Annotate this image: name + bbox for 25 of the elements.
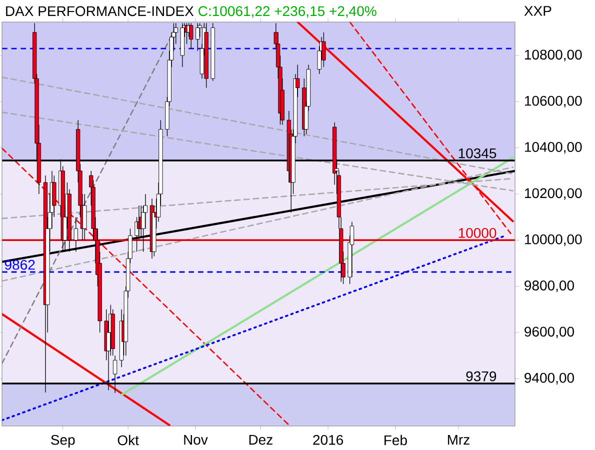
ref-line-label: 10000 — [458, 228, 496, 238]
y-tick-label: 10800,00 — [525, 50, 582, 62]
y-axis-title: XXP — [524, 6, 552, 16]
candlestick — [74, 216, 78, 252]
x-tick-label: 2016 — [313, 434, 344, 445]
chart-title: DAX PERFORMANCE-INDEX — [6, 6, 194, 16]
x-tick-label: Dez — [249, 434, 272, 445]
y-tick-label: 10200,00 — [525, 188, 582, 200]
candlestick — [189, 22, 194, 49]
x-tick-label: Okt — [118, 434, 139, 446]
x-tick-label: Nov — [184, 434, 208, 445]
y-tick-label: 9600,00 — [524, 326, 574, 338]
y-tick-label: 10000,00 — [525, 234, 582, 246]
y-tick-label: 10400,00 — [525, 142, 582, 154]
y-tick-label: 10600,00 — [525, 96, 582, 108]
ref-line-label: 10345 — [458, 148, 496, 158]
x-tick-label: Feb — [384, 434, 407, 446]
x-tick-label: Sep — [51, 434, 75, 448]
ref-line-label: 9379 — [466, 371, 496, 382]
x-tick-label: Mrz — [448, 434, 470, 445]
y-tick-label: 9800,00 — [524, 280, 574, 292]
chart-subtitle: C:10061,22 +236,15 +2,40% — [198, 6, 376, 18]
y-tick-label: 9400,00 — [524, 372, 574, 384]
candlestick — [196, 22, 200, 52]
ref-line-label: 9862 — [4, 260, 35, 270]
